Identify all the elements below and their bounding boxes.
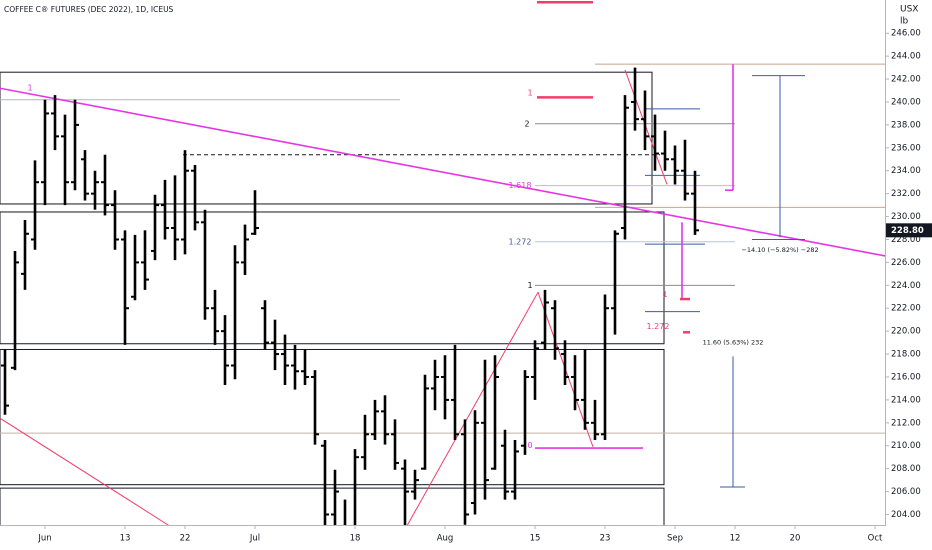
x-tick-label: 22 xyxy=(180,534,191,544)
y-tick-label: 206.00 xyxy=(891,487,921,497)
annotation: 1 xyxy=(662,290,667,299)
x-tick-label: 12 xyxy=(730,534,741,544)
annotation: 1 xyxy=(27,84,32,93)
y-tick-label: 230.00 xyxy=(891,212,921,222)
trend-line xyxy=(0,87,896,259)
unit-label: USX xyxy=(900,5,918,15)
y-tick-label: 210.00 xyxy=(891,441,921,451)
x-tick-label: 13 xyxy=(120,534,131,544)
annotation: 1.272 xyxy=(509,237,532,246)
time-axis-panel xyxy=(0,525,886,550)
annotation: 1 xyxy=(527,88,532,97)
annotation: 1 xyxy=(527,281,532,290)
box-drawing xyxy=(0,211,665,345)
annotation: 1.272 xyxy=(647,322,670,331)
y-tick-label: 246.00 xyxy=(891,29,921,39)
y-tick-label: 224.00 xyxy=(891,281,921,291)
x-tick-label: 23 xyxy=(600,534,611,544)
y-tick-label: 222.00 xyxy=(891,304,921,314)
annotation: 2 xyxy=(524,119,529,128)
x-tick-label: 15 xyxy=(530,534,541,544)
y-tick-label: 244.00 xyxy=(891,52,921,62)
y-tick-label: 216.00 xyxy=(891,372,921,382)
x-tick-label: Aug xyxy=(437,534,454,544)
unit-label: lb xyxy=(900,17,909,27)
x-tick-label: Jun xyxy=(37,534,51,544)
y-tick-label: 204.00 xyxy=(891,510,921,520)
x-tick-label: 18 xyxy=(350,534,361,544)
trend-line xyxy=(404,291,539,530)
annotation: 11.60 (5.63%) 232 xyxy=(703,339,764,347)
last-price-box xyxy=(886,223,932,238)
last-price-label: 228.80 xyxy=(891,226,924,236)
annotation: 1.618 xyxy=(509,181,532,190)
annotation: 0 xyxy=(527,441,532,450)
y-tick-label: 208.00 xyxy=(891,464,921,474)
y-tick-label: 238.00 xyxy=(891,120,921,130)
x-tick-label: Sep xyxy=(667,534,683,544)
box-drawing xyxy=(0,487,665,550)
y-tick-label: 228.00 xyxy=(891,235,921,245)
y-tick-label: 226.00 xyxy=(891,258,921,268)
y-tick-label: 232.00 xyxy=(891,189,921,199)
x-tick-label: Jul xyxy=(249,534,260,544)
y-tick-label: 218.00 xyxy=(891,350,921,360)
x-tick-label: 20 xyxy=(790,534,801,544)
y-tick-label: 220.00 xyxy=(891,327,921,337)
y-tick-label: 214.00 xyxy=(891,395,921,405)
y-tick-label: 242.00 xyxy=(891,75,921,85)
box-drawing xyxy=(0,348,665,486)
y-tick-label: 240.00 xyxy=(891,97,921,107)
y-tick-label: 234.00 xyxy=(891,166,921,176)
trend-line xyxy=(0,417,176,530)
box-drawing xyxy=(0,71,653,205)
x-tick-label: Oct xyxy=(868,534,883,544)
price-axis-panel xyxy=(886,0,932,550)
chart-title: COFFEE C® FUTURES (DEC 2022), 1D, ICEUS xyxy=(4,5,174,14)
axes: 204.00 206.00 208.00 210.00 212.00 214.00 216.… xyxy=(37,29,932,544)
y-tick-label: 236.00 xyxy=(891,143,921,153)
y-tick-label: 212.00 xyxy=(891,418,921,428)
annotation: −14.10 (−5.82%) −282 xyxy=(741,246,818,254)
